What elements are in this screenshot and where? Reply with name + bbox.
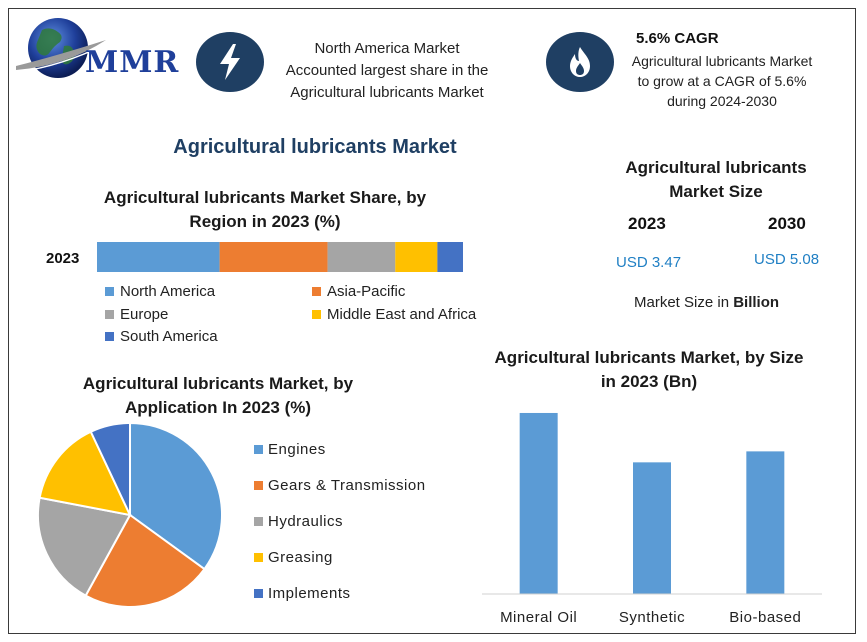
- pie-slice: [38, 430, 132, 517]
- legend-label: Hydraulics: [268, 513, 343, 530]
- size-bar-chart: Mineral Oil Synthetic Bio-based: [482, 412, 822, 626]
- x-tick-label: Bio-based: [729, 609, 801, 626]
- legend-label: South America: [120, 328, 218, 345]
- pie-slice: [129, 422, 223, 571]
- highlight-line: North America Market: [314, 40, 460, 57]
- region-segment: [327, 242, 396, 272]
- size-bar: [633, 462, 671, 594]
- region-segment: [437, 242, 463, 272]
- pie-slice: [37, 496, 132, 597]
- size-2023-value: USD 3.47: [616, 254, 682, 271]
- pie-slice: [84, 513, 206, 608]
- legend-swatch: [105, 310, 114, 319]
- legend-label: Implements: [268, 585, 351, 602]
- x-tick-label: Mineral Oil: [500, 609, 577, 626]
- legend-label: Engines: [268, 441, 326, 458]
- legend-swatch: [312, 310, 321, 319]
- cagr-line: to grow at a CAGR of 5.6%: [637, 73, 807, 89]
- highlight-line: Agricultural lubricants Market: [290, 84, 484, 101]
- cagr-title: 5.6% CAGR: [636, 30, 719, 47]
- region-chart-title-line: Region in 2023 (%): [189, 212, 341, 231]
- application-chart-title-line: Application In 2023 (%): [124, 398, 312, 417]
- size-chart-title: Agricultural lubricants Market, by Size …: [470, 346, 828, 394]
- legend-label: Middle East and Africa: [327, 306, 477, 323]
- market-size-note-unit: Billion: [733, 294, 780, 311]
- size-bar: [746, 451, 785, 594]
- application-chart-title-line: Agricultural lubricants Market, by: [82, 374, 354, 393]
- highlight-line: Accounted largest share in the: [285, 62, 489, 79]
- pie-slice: [89, 422, 131, 516]
- highlight-cagr: Agricultural lubricants Market to grow a…: [612, 51, 832, 111]
- market-size-title: Agricultural lubricants Market Size: [596, 156, 836, 204]
- size-chart-title-line: Agricultural lubricants Market, by Size: [494, 348, 804, 367]
- market-size-title-line: Agricultural lubricants: [625, 158, 807, 177]
- legend-label: Gears & Transmission: [268, 477, 426, 494]
- size-chart-title-line: in 2023 (Bn): [600, 372, 698, 391]
- cagr-line: during 2024-2030: [667, 93, 777, 109]
- globe-icon: [16, 18, 107, 78]
- cagr-line: Agricultural lubricants Market: [631, 53, 813, 69]
- legend-label: Asia-Pacific: [327, 283, 406, 300]
- flame-icon: [546, 32, 614, 92]
- legend-swatch: [105, 287, 114, 296]
- size-2030-value: USD 5.08: [754, 251, 820, 268]
- lightning-icon: [196, 32, 264, 92]
- region-segment: [395, 242, 438, 272]
- market-size-note: Market Size in Billion: [634, 294, 779, 311]
- legend-swatch: [312, 287, 321, 296]
- region-segment: [219, 242, 328, 272]
- region-segment: [97, 242, 220, 272]
- year-2023-label: 2023: [628, 214, 666, 233]
- x-tick-label: Synthetic: [619, 609, 685, 626]
- legend-swatch: [254, 445, 263, 454]
- market-size-title-line: Market Size: [669, 182, 763, 201]
- highlight-north-america: North America Market Accounted largest s…: [262, 38, 512, 104]
- region-chart-title-line: Agricultural lubricants Market Share, by: [103, 188, 427, 207]
- logo-text: MMR: [85, 45, 180, 80]
- market-size-note-prefix: Market Size in: [634, 294, 734, 311]
- region-share-chart: 2023 North America Asia-Pacific Europe Middl…: [46, 242, 477, 345]
- legend-label: Europe: [120, 306, 168, 323]
- legend-swatch: [254, 517, 263, 526]
- legend-swatch: [254, 589, 263, 598]
- legend-swatch: [254, 553, 263, 562]
- size-bar: [519, 412, 558, 594]
- legend-swatch: [254, 481, 263, 490]
- application-chart-title: Agricultural lubricants Market, by Appli…: [40, 372, 396, 420]
- year-2030-label: 2030: [768, 214, 806, 233]
- legend-swatch: [105, 332, 114, 341]
- region-chart-title: Agricultural lubricants Market Share, by…: [60, 186, 470, 234]
- category-label-2023: 2023: [46, 250, 79, 267]
- legend-label: North America: [120, 283, 216, 300]
- application-pie-chart: Engines Gears & Transmission Hydraulics Gre…: [37, 422, 426, 608]
- legend-label: Greasing: [268, 549, 333, 566]
- main-title: Agricultural lubricants Market: [173, 136, 457, 158]
